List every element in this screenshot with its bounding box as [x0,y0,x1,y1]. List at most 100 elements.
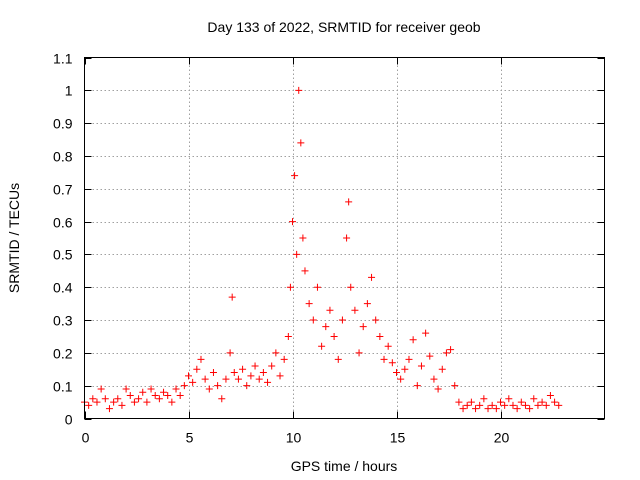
data-point [492,405,500,413]
x-tick-label: 5 [186,430,194,446]
data-point [93,398,101,406]
x-tick-label: 10 [286,430,302,446]
data-point [222,375,230,383]
data-point [330,332,338,340]
data-point [401,365,409,373]
data-point [97,385,105,393]
data-point [309,316,317,324]
data-point [551,398,559,406]
data-point [251,362,259,370]
data-point [313,283,321,291]
y-tick-label: 0.9 [53,116,73,132]
data-point [521,401,529,409]
y-axis-label: SRMTID / TECUs [6,183,22,293]
data-point [347,283,355,291]
data-point [243,382,251,390]
data-point [226,349,234,357]
data-point [286,283,294,291]
data-point [110,398,118,406]
data-point [484,405,492,413]
data-point [455,398,463,406]
data-point [442,349,450,357]
data-point [201,375,209,383]
data-point [259,369,267,377]
data-point [289,218,296,226]
data-point [214,382,222,390]
y-tick-label: 1.1 [53,51,73,67]
data-point [488,401,496,409]
data-point [189,378,197,386]
data-point [160,388,168,396]
data-point [388,359,396,367]
data-point [326,306,334,314]
data-point [295,86,303,94]
data-point [268,362,276,370]
data-point [368,273,376,281]
data-point [118,401,126,409]
data-point [555,401,563,409]
data-point [318,342,326,350]
data-point [85,401,93,409]
data-point [280,355,288,363]
data-point [413,382,421,390]
data-point [376,332,384,340]
data-point [426,352,434,360]
data-point [467,398,475,406]
data-point [264,378,272,386]
data-point [301,267,309,275]
axis-ticks: 0 0.1 0.2 0.3 0.4 0.5 0.6 0.7 0.8 0.9 1 1.1 0 5 10 15 20 [53,51,605,446]
y-tick-label: 0.6 [53,215,73,231]
data-point [363,300,371,308]
data-point [247,372,255,380]
y-tick-label: 0.3 [53,313,73,329]
data-point [505,395,513,403]
data-point [384,342,392,350]
data-point [176,392,184,400]
data-point [463,401,471,409]
data-point [105,405,113,413]
data-point [276,372,284,380]
data-point [284,332,292,340]
data-point [546,392,554,400]
data-point [334,355,342,363]
data-point [359,323,367,331]
data-point [197,355,205,363]
data-point [291,172,299,180]
data-point [345,198,353,206]
y-tick-label: 0.1 [53,379,73,395]
data-point [422,329,430,337]
y-tick-label: 0.7 [53,182,73,198]
data-point [397,375,405,383]
data-point [89,395,97,403]
data-point [417,362,425,370]
y-tick-label: 0.4 [53,280,73,296]
data-point [151,392,159,400]
x-tick-label: 0 [82,430,90,446]
data-point [255,375,263,383]
data-point [472,405,480,413]
data-point [218,395,226,403]
x-tick-label: 20 [494,430,510,446]
data-point [168,398,176,406]
data-points [81,86,563,413]
data-point [526,405,534,413]
data-point [409,336,417,344]
y-tick-label: 0.5 [53,247,73,263]
data-point [234,375,242,383]
y-tick-label: 0.2 [53,346,73,362]
y-tick-label: 0 [65,412,73,428]
data-point [430,375,438,383]
data-point [501,401,509,409]
data-point [405,355,413,363]
data-point [114,395,122,403]
data-point [538,398,546,406]
data-point [228,293,236,301]
data-point [434,385,442,393]
data-point [180,382,188,390]
y-tick-label: 1 [65,83,73,99]
data-point [139,388,147,396]
data-point [155,395,163,403]
data-point [513,405,521,413]
x-tick-label: 15 [390,430,406,446]
data-point [172,385,180,393]
